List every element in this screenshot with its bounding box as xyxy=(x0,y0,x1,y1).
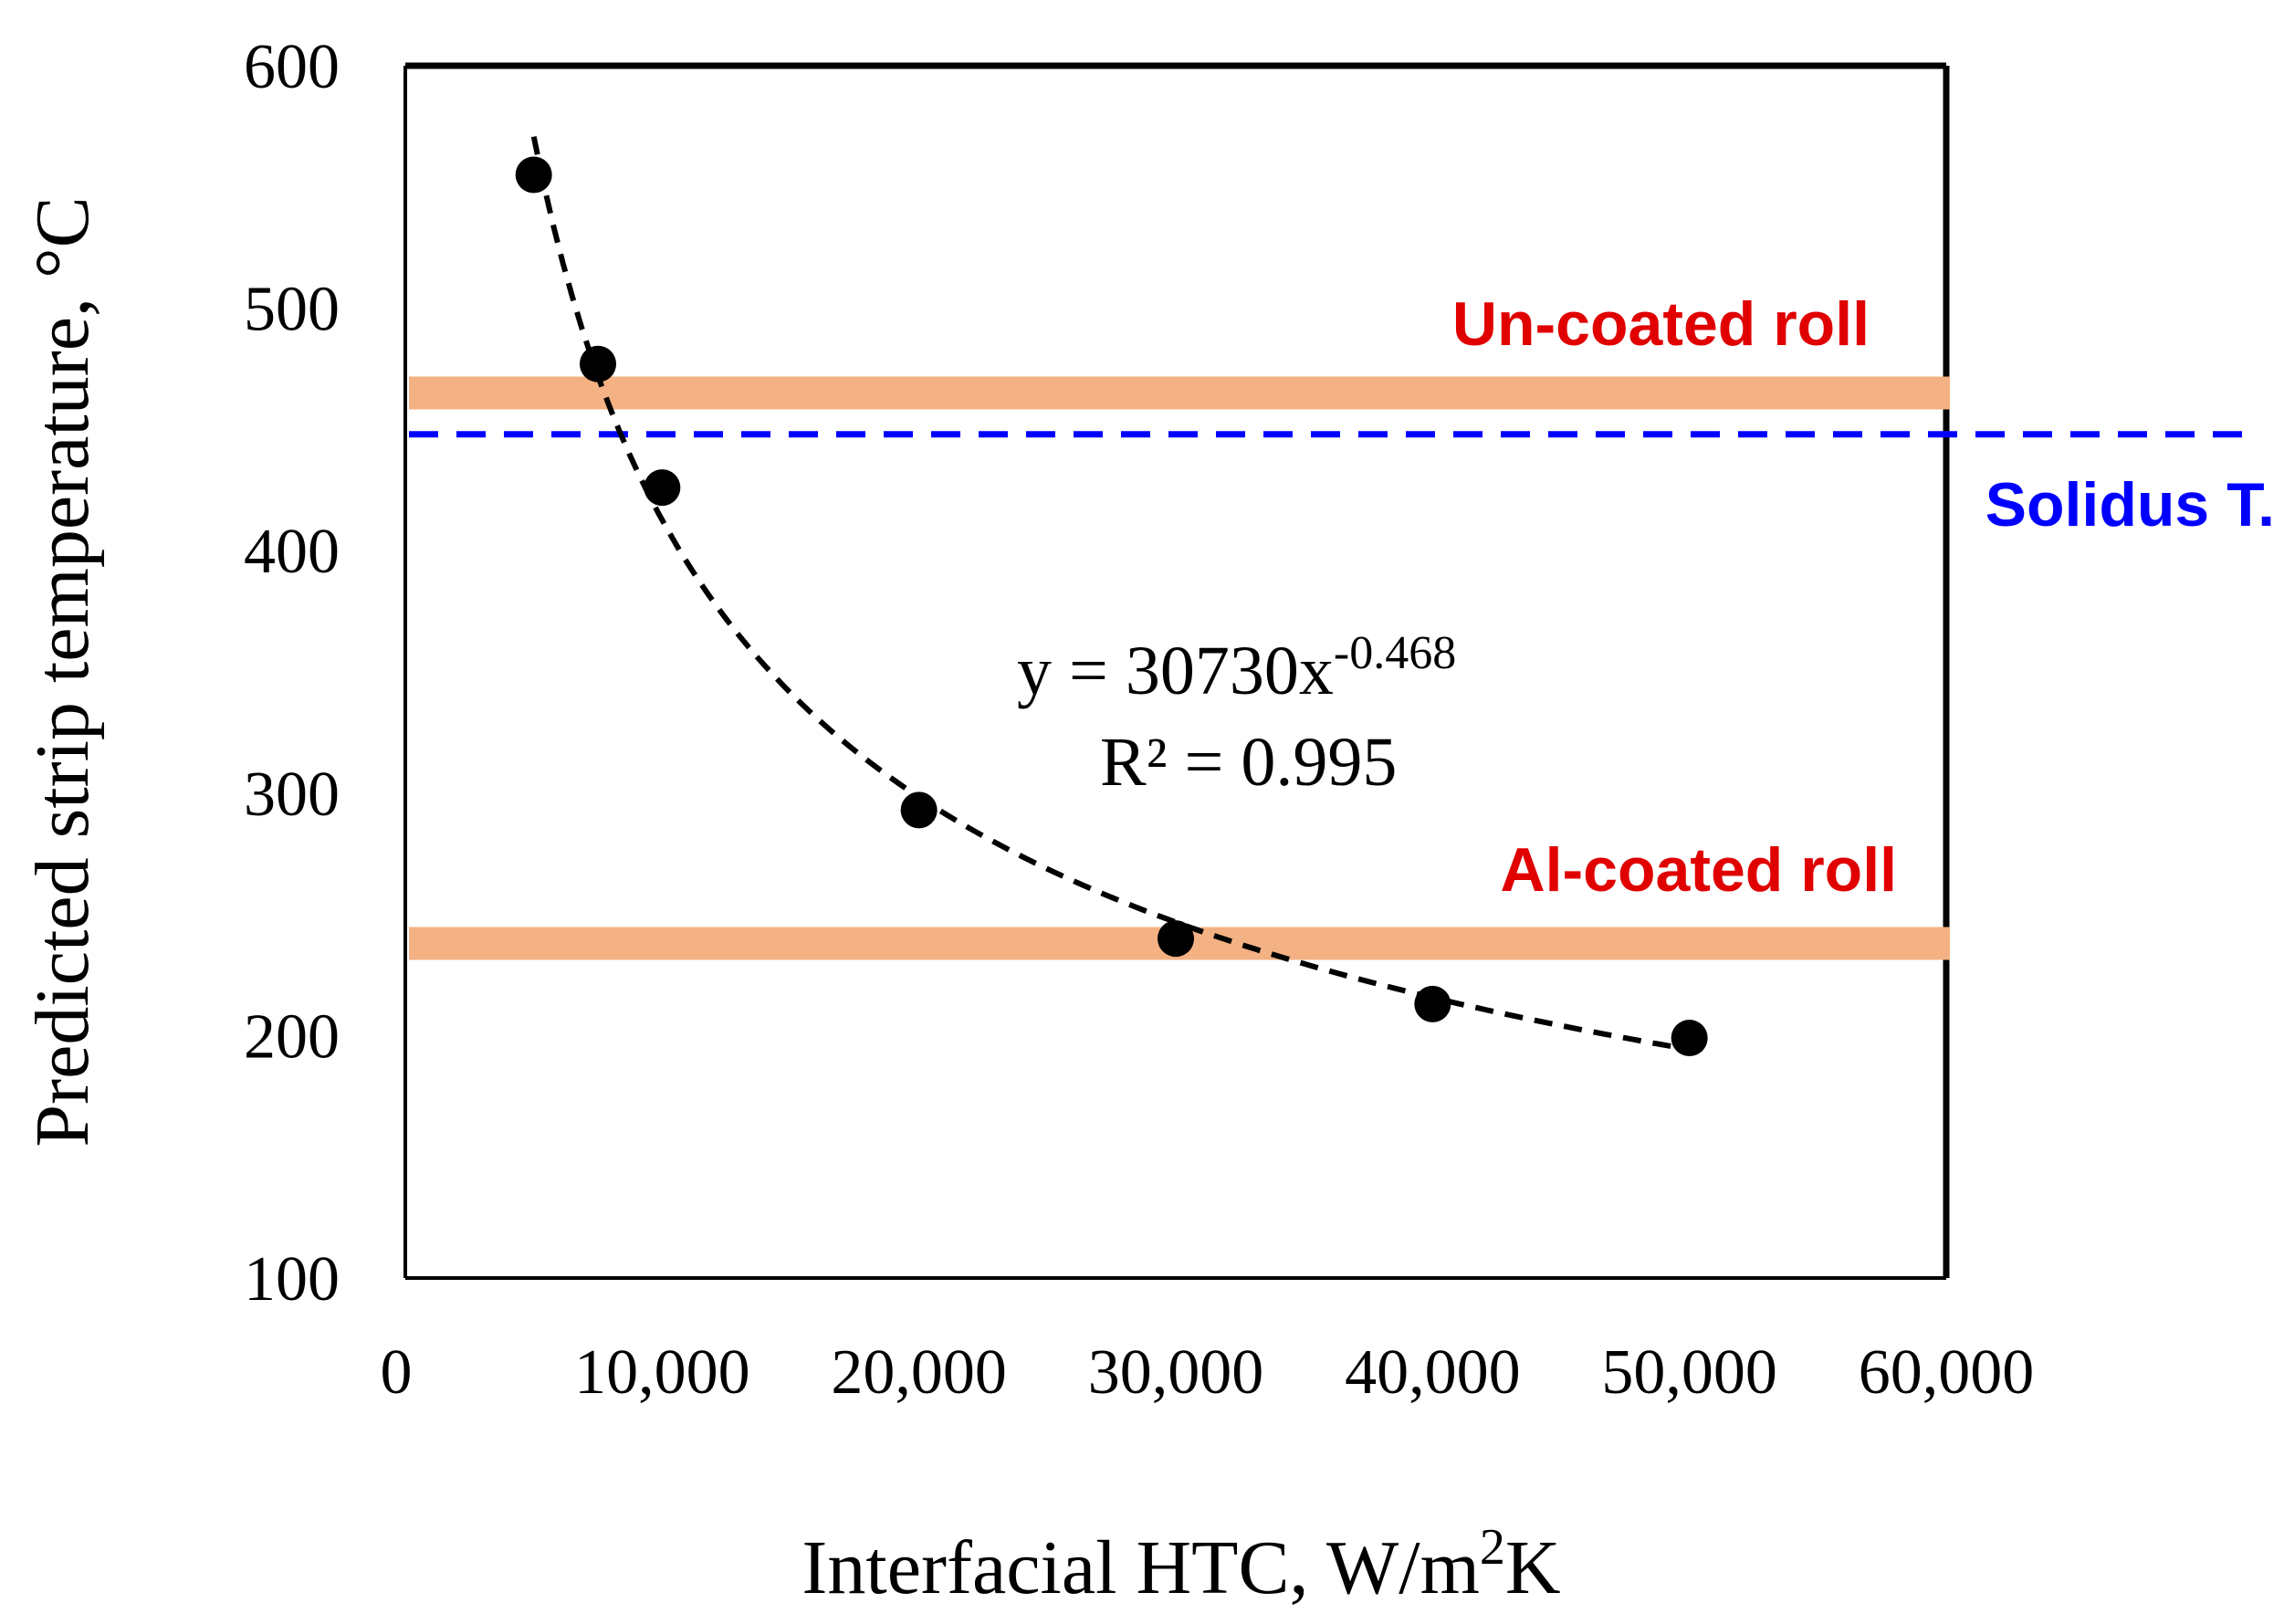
solidus-label: Solidus T. xyxy=(1985,470,2275,540)
al-coated-roll-label: Al-coated roll xyxy=(1501,835,1898,905)
x-tick-label: 50,000 xyxy=(1601,1337,1777,1408)
y-tick-label: 300 xyxy=(244,760,340,830)
x-axis-title-suffix: K xyxy=(1505,1525,1561,1610)
x-tick-label: 20,000 xyxy=(831,1337,1007,1408)
data-point xyxy=(515,156,552,194)
x-tick-label: 0 xyxy=(381,1337,413,1408)
data-point xyxy=(644,469,681,507)
x-tick-label: 10,000 xyxy=(574,1337,750,1408)
trendline-r-squared: R² = 0.995 xyxy=(1100,724,1397,801)
plot-area xyxy=(405,66,1946,1278)
data-point xyxy=(1414,985,1451,1022)
y-tick-label: 100 xyxy=(244,1244,340,1315)
y-tick-label: 500 xyxy=(244,275,340,345)
data-points xyxy=(515,156,1708,1057)
x-axis-title-main: Interfacial HTC, W/m xyxy=(801,1525,1480,1610)
y-tick-label: 200 xyxy=(244,1001,340,1072)
data-point xyxy=(1671,1020,1708,1057)
x-axis-title-sup: 2 xyxy=(1480,1519,1505,1576)
data-point xyxy=(900,791,938,829)
x-tick-labels: 0 10,000 20,000 30,000 40,000 50,000 60,000 xyxy=(381,1337,2035,1408)
y-tick-label: 600 xyxy=(244,32,340,102)
x-tick-label: 60,000 xyxy=(1859,1337,2035,1408)
power-trendline xyxy=(530,136,1691,1053)
x-tick-label: 40,000 xyxy=(1345,1337,1521,1408)
equation-exponent: -0.468 xyxy=(1334,627,1456,679)
equation-base: y = 30730x xyxy=(1017,633,1334,709)
x-tick-label: 30,000 xyxy=(1088,1337,1264,1408)
x-axis-title: Interfacial HTC, W/m2K xyxy=(801,1519,1560,1610)
data-point xyxy=(1158,920,1194,958)
y-tick-labels: 100 200 300 400 500 600 xyxy=(244,32,340,1315)
trendline-equation: y = 30730x-0.468 xyxy=(1017,627,1456,709)
data-point xyxy=(580,345,616,382)
y-axis-title: Predicted strip temperature, °C xyxy=(20,196,105,1147)
y-tick-label: 400 xyxy=(244,517,340,587)
uncoated-roll-label: Un-coated roll xyxy=(1452,289,1870,359)
